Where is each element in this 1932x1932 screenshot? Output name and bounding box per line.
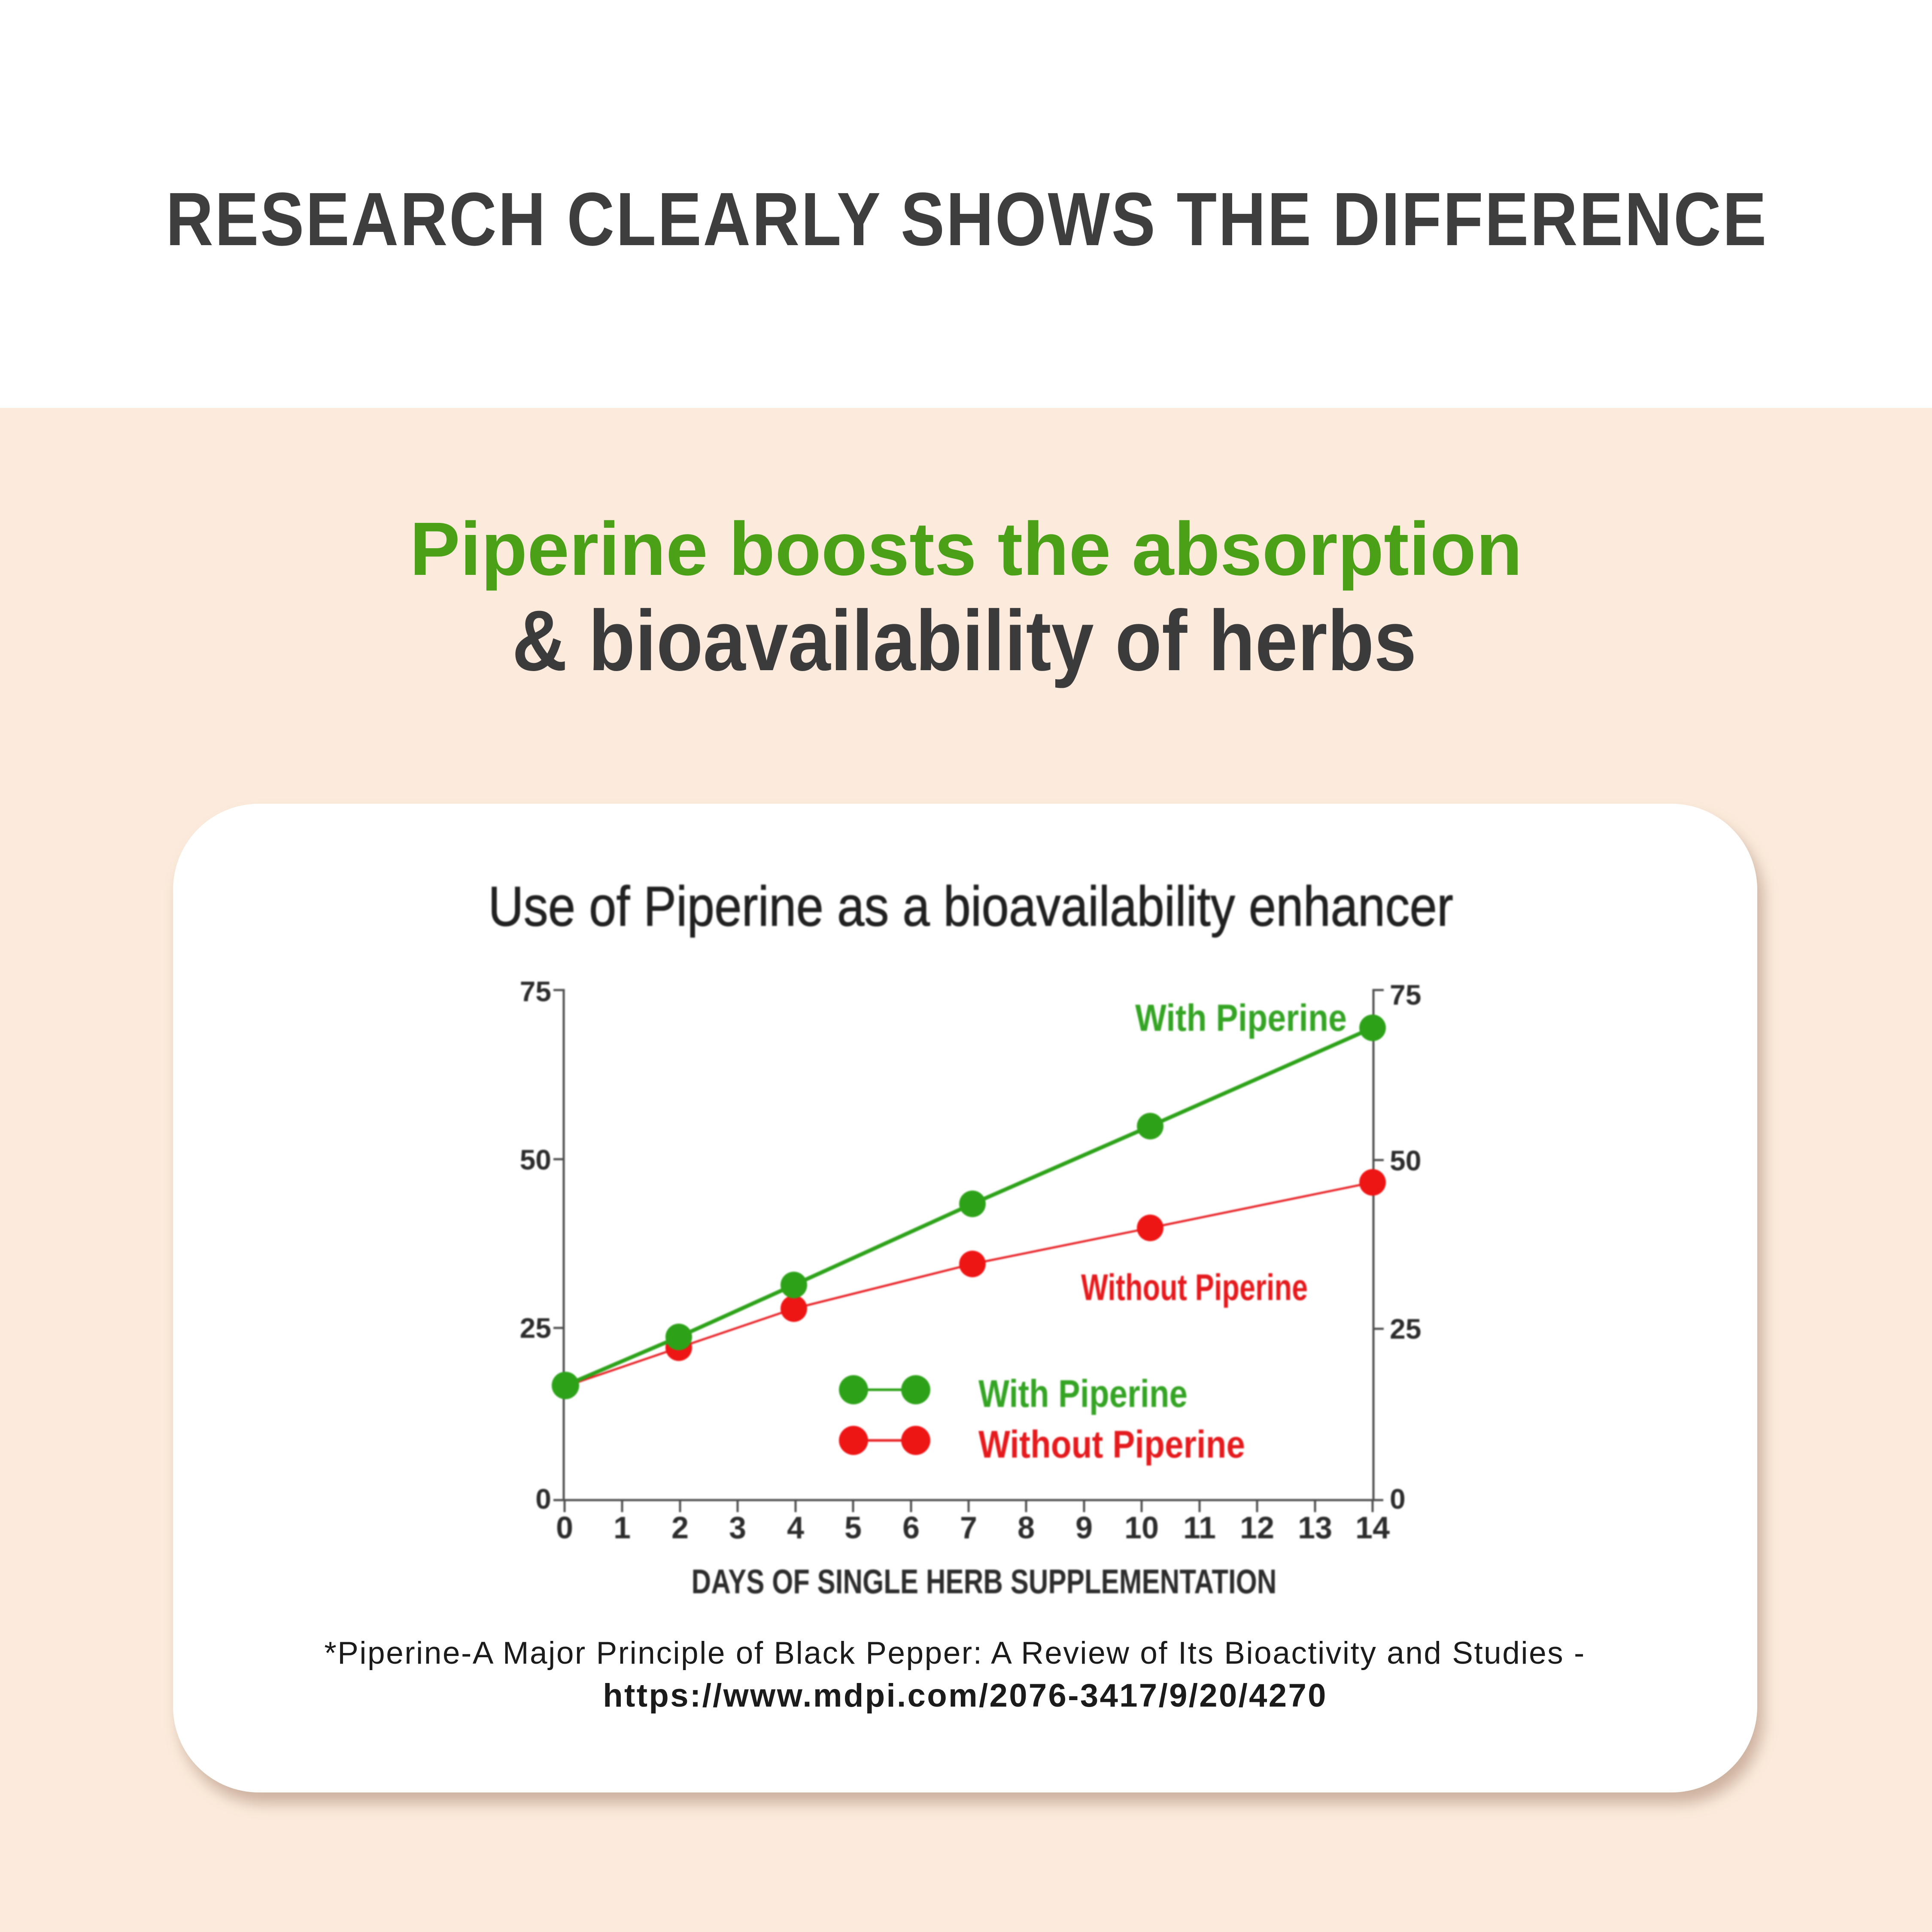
- svg-text:7: 7: [960, 1511, 977, 1545]
- svg-text:4: 4: [787, 1511, 804, 1545]
- svg-text:75: 75: [1390, 979, 1421, 1011]
- svg-text:1: 1: [614, 1511, 631, 1545]
- svg-text:50: 50: [1390, 1145, 1421, 1176]
- svg-text:Without Piperine: Without Piperine: [978, 1423, 1245, 1466]
- svg-text:25: 25: [520, 1312, 551, 1344]
- svg-text:11: 11: [1183, 1511, 1216, 1545]
- svg-text:12: 12: [1240, 1511, 1274, 1545]
- svg-text:8: 8: [1018, 1511, 1035, 1545]
- svg-text:25: 25: [1390, 1313, 1421, 1345]
- svg-text:With Piperine: With Piperine: [1135, 996, 1347, 1039]
- svg-text:9: 9: [1075, 1511, 1093, 1545]
- svg-text:0: 0: [535, 1483, 551, 1515]
- svg-text:2: 2: [671, 1511, 689, 1545]
- svg-text:14: 14: [1355, 1511, 1390, 1545]
- svg-text:5: 5: [844, 1511, 862, 1545]
- svg-text:With Piperine: With Piperine: [978, 1373, 1188, 1416]
- svg-text:13: 13: [1298, 1511, 1332, 1545]
- svg-text:Without Piperine: Without Piperine: [1081, 1267, 1308, 1308]
- svg-text:75: 75: [520, 975, 551, 1007]
- svg-text:DAYS OF SINGLE HERB SUPPLEMENT: DAYS OF SINGLE HERB SUPPLEMENTATION: [692, 1562, 1277, 1601]
- svg-text:50: 50: [520, 1144, 551, 1176]
- svg-text:10: 10: [1124, 1511, 1159, 1545]
- svg-text:3: 3: [729, 1511, 746, 1545]
- svg-text:0: 0: [1390, 1483, 1406, 1515]
- svg-text:6: 6: [902, 1511, 920, 1545]
- svg-text:0: 0: [556, 1511, 573, 1545]
